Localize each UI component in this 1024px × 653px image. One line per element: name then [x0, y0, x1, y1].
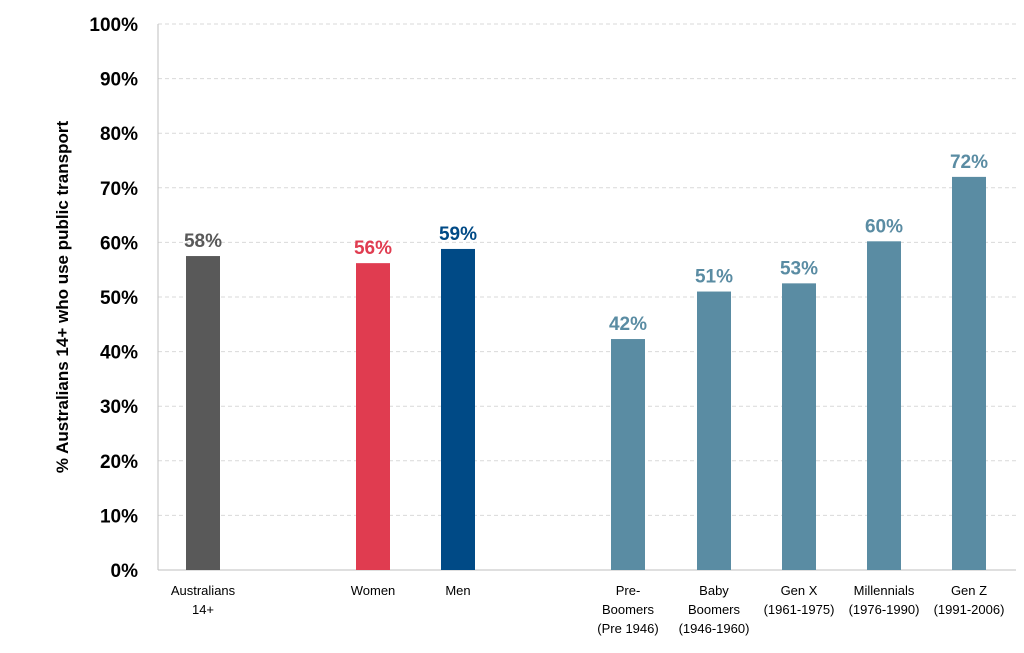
x-category-label: Gen X (1961-1975) — [764, 583, 835, 617]
y-tick-label: 20% — [100, 452, 138, 473]
y-tick-label: 90% — [100, 70, 138, 91]
x-axis-labels: Australians 14+ Women Men Pre-Boomers (Pre 19… — [171, 583, 1005, 636]
y-tick-label: 60% — [100, 233, 138, 254]
bar — [186, 256, 220, 570]
y-axis-title: % Australians 14+ who use public transpo… — [53, 121, 72, 474]
x-category-label: Baby Boomers (1946-1960) — [679, 583, 750, 636]
data-label: 53% — [780, 258, 818, 279]
data-label: 59% — [439, 224, 477, 245]
data-label: 60% — [865, 216, 903, 237]
y-tick-label: 10% — [100, 506, 138, 527]
x-category-label: Pre-Boomers (Pre 1946) — [597, 583, 658, 636]
data-label: 51% — [695, 267, 733, 288]
gridlines — [158, 23, 1016, 516]
data-label: 72% — [950, 152, 988, 173]
data-label: 56% — [354, 238, 392, 259]
y-tick-label: 40% — [100, 343, 138, 364]
y-tick-label: 50% — [100, 288, 138, 309]
x-category-label: Millennials (1976-1990) — [849, 583, 920, 617]
y-tick-label: 0% — [111, 561, 139, 582]
data-label: 42% — [609, 314, 647, 335]
bar — [952, 176, 986, 570]
bar — [356, 263, 390, 570]
x-category-label: Gen Z (1991-2006) — [934, 583, 1005, 617]
bars — [186, 176, 986, 571]
y-tick-label: 30% — [100, 397, 138, 418]
bar — [697, 291, 731, 570]
y-tick-label: 80% — [100, 124, 138, 145]
y-tick-label: 70% — [100, 179, 138, 200]
bar — [782, 283, 816, 570]
data-label: 58% — [184, 231, 222, 252]
bar — [611, 339, 645, 570]
x-category-label: Men — [445, 583, 470, 598]
bar — [441, 248, 475, 570]
y-tick-label: 100% — [89, 15, 138, 36]
bar — [867, 241, 901, 571]
x-category-label: Women — [351, 583, 396, 598]
data-labels: 58% 56% 59% 42% 51% 53% 60% 72% — [184, 152, 988, 335]
y-axis-ticks: 0% 10% 20% 30% 40% 50% 60% 70% 80% 90% 100% — [89, 15, 138, 582]
x-category-label: Australians 14+ — [171, 583, 236, 617]
